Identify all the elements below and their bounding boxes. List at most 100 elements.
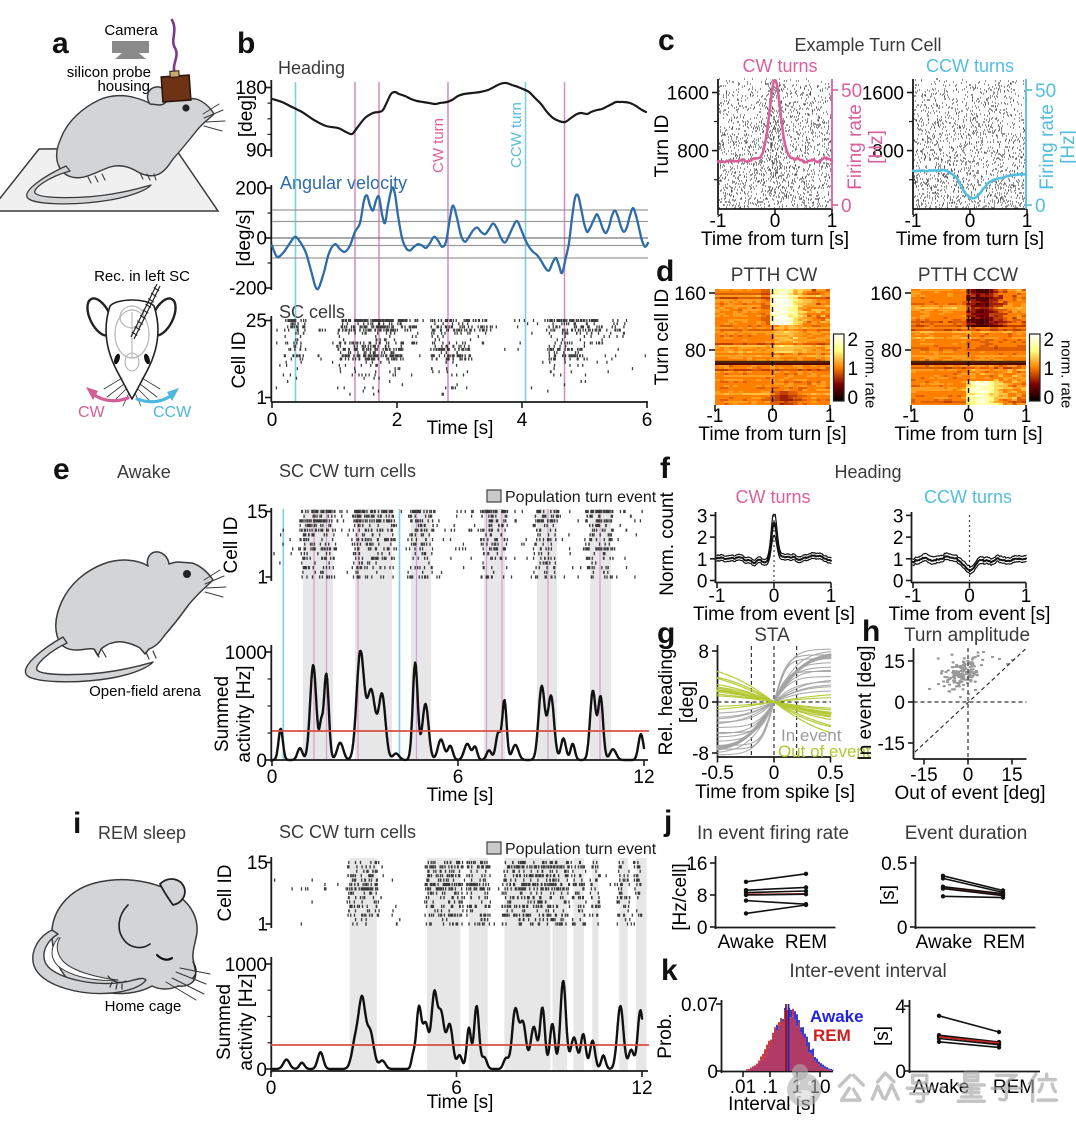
svg-text:REM: REM [983, 932, 1025, 953]
svg-text:activity [Hz]: activity [Hz] [236, 973, 257, 1070]
svg-text:1: 1 [257, 568, 268, 589]
svg-text:Awake: Awake [718, 932, 775, 953]
svg-text:800: 800 [677, 142, 709, 163]
svg-text:[Hz/cell]: [Hz/cell] [670, 863, 691, 931]
svg-text:[deg/s]: [deg/s] [234, 209, 255, 266]
svg-text:1: 1 [893, 550, 904, 571]
svg-text:[s]: [s] [878, 885, 899, 905]
svg-text:e: e [53, 453, 70, 486]
svg-text:0: 0 [963, 765, 974, 786]
svg-text:15: 15 [247, 853, 268, 874]
svg-text:160: 160 [870, 284, 902, 305]
svg-text:Time from turn [s]: Time from turn [s] [894, 424, 1042, 445]
svg-text:[s]: [s] [872, 1026, 893, 1046]
svg-text:norm. rate: norm. rate [862, 340, 879, 408]
svg-text:1: 1 [257, 915, 268, 936]
svg-text:-1: -1 [903, 406, 920, 427]
svg-text:d: d [656, 255, 674, 288]
svg-text:In event firing rate: In event firing rate [697, 823, 849, 844]
svg-text:housing: housing [97, 78, 150, 95]
svg-text:[Hz]: [Hz] [1058, 130, 1076, 164]
svg-text:1: 1 [825, 406, 836, 427]
svg-text:Firing rate: Firing rate [1037, 104, 1058, 190]
svg-text:2: 2 [697, 528, 708, 549]
svg-text:160: 160 [674, 284, 706, 305]
svg-text:0: 0 [894, 693, 905, 714]
svg-text:0: 0 [769, 763, 780, 784]
svg-text:Rel. heading: Rel. heading [656, 649, 677, 756]
svg-text:Turn cell ID: Turn cell ID [652, 289, 673, 385]
svg-text:g: g [657, 617, 675, 650]
svg-text:50: 50 [1035, 81, 1056, 102]
svg-text:Time from turn [s]: Time from turn [s] [701, 229, 849, 250]
svg-text:Inter-event interval: Inter-event interval [789, 961, 946, 982]
svg-text:Time [s]: Time [s] [427, 785, 494, 806]
svg-text:In event: In event [781, 726, 842, 745]
svg-text:0: 0 [770, 211, 781, 232]
svg-text:Turn amplitude: Turn amplitude [904, 625, 1030, 646]
svg-text:Time from event [s]: Time from event [s] [693, 604, 855, 625]
svg-text:0: 0 [256, 229, 267, 250]
svg-text:Time from turn [s]: Time from turn [s] [896, 229, 1044, 250]
svg-text:0: 0 [267, 767, 278, 788]
svg-text:12: 12 [633, 767, 654, 788]
svg-text:-1: -1 [707, 406, 724, 427]
svg-text:CW turns: CW turns [735, 487, 810, 507]
svg-text:CCW turns: CCW turns [924, 487, 1012, 507]
svg-text:3: 3 [893, 506, 904, 527]
svg-text:Home cage: Home cage [105, 998, 182, 1015]
svg-text:b: b [237, 27, 255, 60]
svg-text:1: 1 [256, 388, 267, 409]
svg-text:1000: 1000 [225, 643, 267, 664]
svg-text:CCW: CCW [153, 404, 192, 421]
svg-text:CW: CW [78, 404, 106, 421]
svg-text:0: 0 [1044, 388, 1055, 409]
svg-text:.01: .01 [730, 1077, 756, 1098]
svg-text:Prob.: Prob. [655, 1013, 676, 1058]
svg-text:CW turns: CW turns [742, 56, 817, 76]
svg-text:6: 6 [451, 1078, 462, 1099]
svg-text:Cell ID: Cell ID [215, 864, 236, 921]
svg-text:8: 8 [697, 886, 708, 907]
svg-text:0: 0 [267, 410, 278, 431]
svg-text:1: 1 [1021, 586, 1032, 607]
svg-text:0: 0 [895, 1062, 906, 1083]
svg-text:0: 0 [841, 196, 852, 217]
svg-text:15: 15 [1001, 765, 1022, 786]
svg-text:200: 200 [235, 179, 267, 200]
svg-text:Example Turn Cell: Example Turn Cell [794, 35, 941, 55]
svg-text:6: 6 [453, 767, 464, 788]
svg-text:.1: .1 [762, 1077, 778, 1098]
svg-text:1000: 1000 [225, 955, 267, 976]
svg-text:0: 0 [964, 586, 975, 607]
svg-text:h: h [862, 615, 880, 648]
svg-text:Turn ID: Turn ID [652, 115, 673, 178]
svg-text:2: 2 [893, 528, 904, 549]
svg-text:Summed: Summed [214, 984, 235, 1060]
svg-text:CCW turn: CCW turn [508, 102, 525, 168]
svg-text:90: 90 [246, 141, 267, 162]
svg-text:f: f [660, 452, 671, 485]
svg-text:Angular velocity: Angular velocity [280, 173, 407, 193]
svg-text:i: i [73, 807, 81, 840]
svg-text:Firing rate: Firing rate [845, 104, 866, 190]
svg-text:-1: -1 [709, 586, 726, 607]
svg-text:1: 1 [1021, 406, 1032, 427]
svg-text:CCW turns: CCW turns [926, 56, 1014, 76]
svg-text:[Hz]: [Hz] [866, 130, 887, 164]
svg-text:1: 1 [1044, 359, 1055, 380]
svg-text:PTTH CW: PTTH CW [731, 265, 818, 286]
svg-text:0: 0 [256, 751, 267, 772]
svg-text:Rec. in left SC: Rec. in left SC [94, 268, 190, 285]
svg-text:Camera: Camera [104, 22, 158, 39]
svg-text:SC CW turn cells: SC CW turn cells [279, 461, 416, 481]
svg-text:-200: -200 [229, 279, 267, 300]
svg-text:j: j [663, 805, 672, 838]
svg-text:15: 15 [247, 502, 268, 523]
svg-text:4: 4 [895, 997, 906, 1018]
svg-text:Cell ID: Cell ID [221, 516, 242, 573]
svg-text:0: 0 [266, 1078, 277, 1099]
svg-text:Open-field arena: Open-field arena [89, 683, 201, 700]
svg-text:0: 0 [1035, 196, 1046, 217]
svg-text:-1: -1 [710, 211, 727, 232]
